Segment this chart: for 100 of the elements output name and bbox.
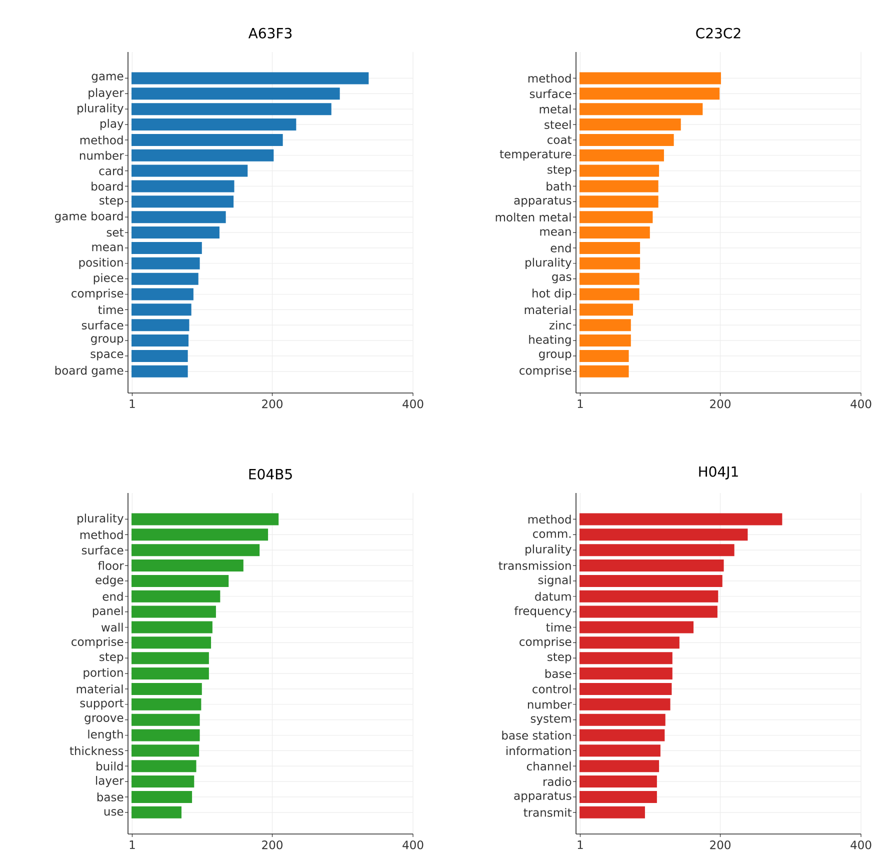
y-tick-label: transmission xyxy=(498,561,571,570)
y-tick-label: board game xyxy=(55,366,124,377)
y-tick-label: channel xyxy=(526,762,571,771)
y-tick-label: player xyxy=(88,88,124,100)
bar xyxy=(580,226,650,239)
y-tick-label: apparatus xyxy=(514,792,572,802)
y-tick-label: support xyxy=(80,699,124,710)
bar xyxy=(132,196,234,208)
bar xyxy=(132,350,188,362)
y-tick-label: surface xyxy=(530,89,572,98)
bar xyxy=(132,668,209,680)
y-tick-label: surface xyxy=(82,546,124,555)
y-tick-label: temperature xyxy=(500,150,572,161)
y-tick-label: mean xyxy=(92,244,123,252)
y-tick-label: end xyxy=(102,592,123,601)
bar xyxy=(132,180,234,192)
x-tick-label: 400 xyxy=(402,840,424,850)
y-tick-label: base station xyxy=(502,730,571,740)
y-tick-label: layer xyxy=(96,776,124,788)
bar xyxy=(132,211,226,224)
bar xyxy=(580,790,657,803)
y-tick-label: material xyxy=(76,684,123,694)
y-tick-label: thickness xyxy=(70,746,124,756)
bar xyxy=(132,149,274,162)
bar xyxy=(580,806,645,818)
bar xyxy=(132,560,244,572)
y-tick-label: hot dip xyxy=(532,288,572,300)
bar xyxy=(132,88,340,100)
bar xyxy=(580,242,640,254)
bar xyxy=(132,776,194,788)
bar xyxy=(132,574,229,587)
bar xyxy=(132,652,209,664)
y-tick-label: zinc xyxy=(549,320,572,330)
bar xyxy=(580,513,782,526)
y-tick-label: base xyxy=(97,792,124,802)
y-tick-label: comprise xyxy=(520,637,572,648)
bar xyxy=(132,698,202,710)
x-tick-label: 400 xyxy=(850,840,872,850)
x-tick-label: 1 xyxy=(130,400,135,408)
y-tick-label: comprise xyxy=(72,637,124,648)
bar xyxy=(580,164,660,177)
bar xyxy=(132,319,190,332)
bar xyxy=(132,242,202,254)
y-tick-label: base xyxy=(545,669,572,678)
y-tick-label: plurality xyxy=(78,514,124,525)
y-tick-label: groove xyxy=(84,715,124,724)
bar xyxy=(132,164,248,177)
bar xyxy=(132,806,182,818)
bar xyxy=(132,513,279,526)
chart-title: A63F3 xyxy=(248,28,292,38)
bar xyxy=(132,304,192,316)
bar xyxy=(580,714,666,726)
bar xyxy=(132,72,369,84)
bar xyxy=(132,744,200,757)
bar xyxy=(132,621,212,634)
y-tick-label: method xyxy=(528,514,571,524)
y-tick-label: board xyxy=(92,182,123,191)
y-tick-label: apparatus xyxy=(514,196,572,207)
chart-title: E04B5 xyxy=(249,468,292,480)
y-tick-label: bath xyxy=(546,182,571,191)
y-tick-label: game board xyxy=(54,212,123,223)
bar xyxy=(580,606,718,618)
y-tick-label: comprise xyxy=(520,366,572,377)
y-tick-label: position xyxy=(79,258,123,269)
y-tick-label: signal xyxy=(538,575,571,587)
bar xyxy=(580,257,640,270)
bar xyxy=(580,636,680,649)
y-tick-label: gas xyxy=(552,274,572,284)
bar xyxy=(580,149,664,162)
y-tick-label: portion xyxy=(84,668,123,680)
bar xyxy=(580,698,670,710)
y-tick-label: group xyxy=(91,336,124,345)
y-tick-label: plurality xyxy=(78,104,124,115)
y-tick-label: information xyxy=(506,746,571,756)
bar xyxy=(580,211,653,224)
y-tick-label: coat xyxy=(548,136,572,144)
bar xyxy=(580,288,640,300)
bar xyxy=(132,365,188,378)
y-tick-label: number xyxy=(528,700,572,709)
bar xyxy=(580,668,672,680)
x-tick-label: 200 xyxy=(262,400,282,408)
bar xyxy=(580,134,674,146)
y-tick-label: method xyxy=(80,530,123,540)
bar xyxy=(580,304,634,316)
y-tick-label: step xyxy=(548,652,572,664)
bar xyxy=(132,790,192,803)
bar xyxy=(580,334,631,347)
bar xyxy=(132,103,332,116)
x-tick-label: 1 xyxy=(130,840,135,849)
y-tick-label: metal xyxy=(540,104,571,114)
y-tick-label: step xyxy=(100,652,124,664)
y-tick-label: step xyxy=(548,166,572,176)
bar xyxy=(580,528,748,541)
bar xyxy=(580,272,640,285)
y-tick-label: time xyxy=(546,622,572,632)
y-tick-label: mean xyxy=(540,229,571,236)
bar xyxy=(580,574,722,587)
bar xyxy=(132,334,189,347)
bar xyxy=(132,257,200,270)
bar xyxy=(132,682,202,695)
